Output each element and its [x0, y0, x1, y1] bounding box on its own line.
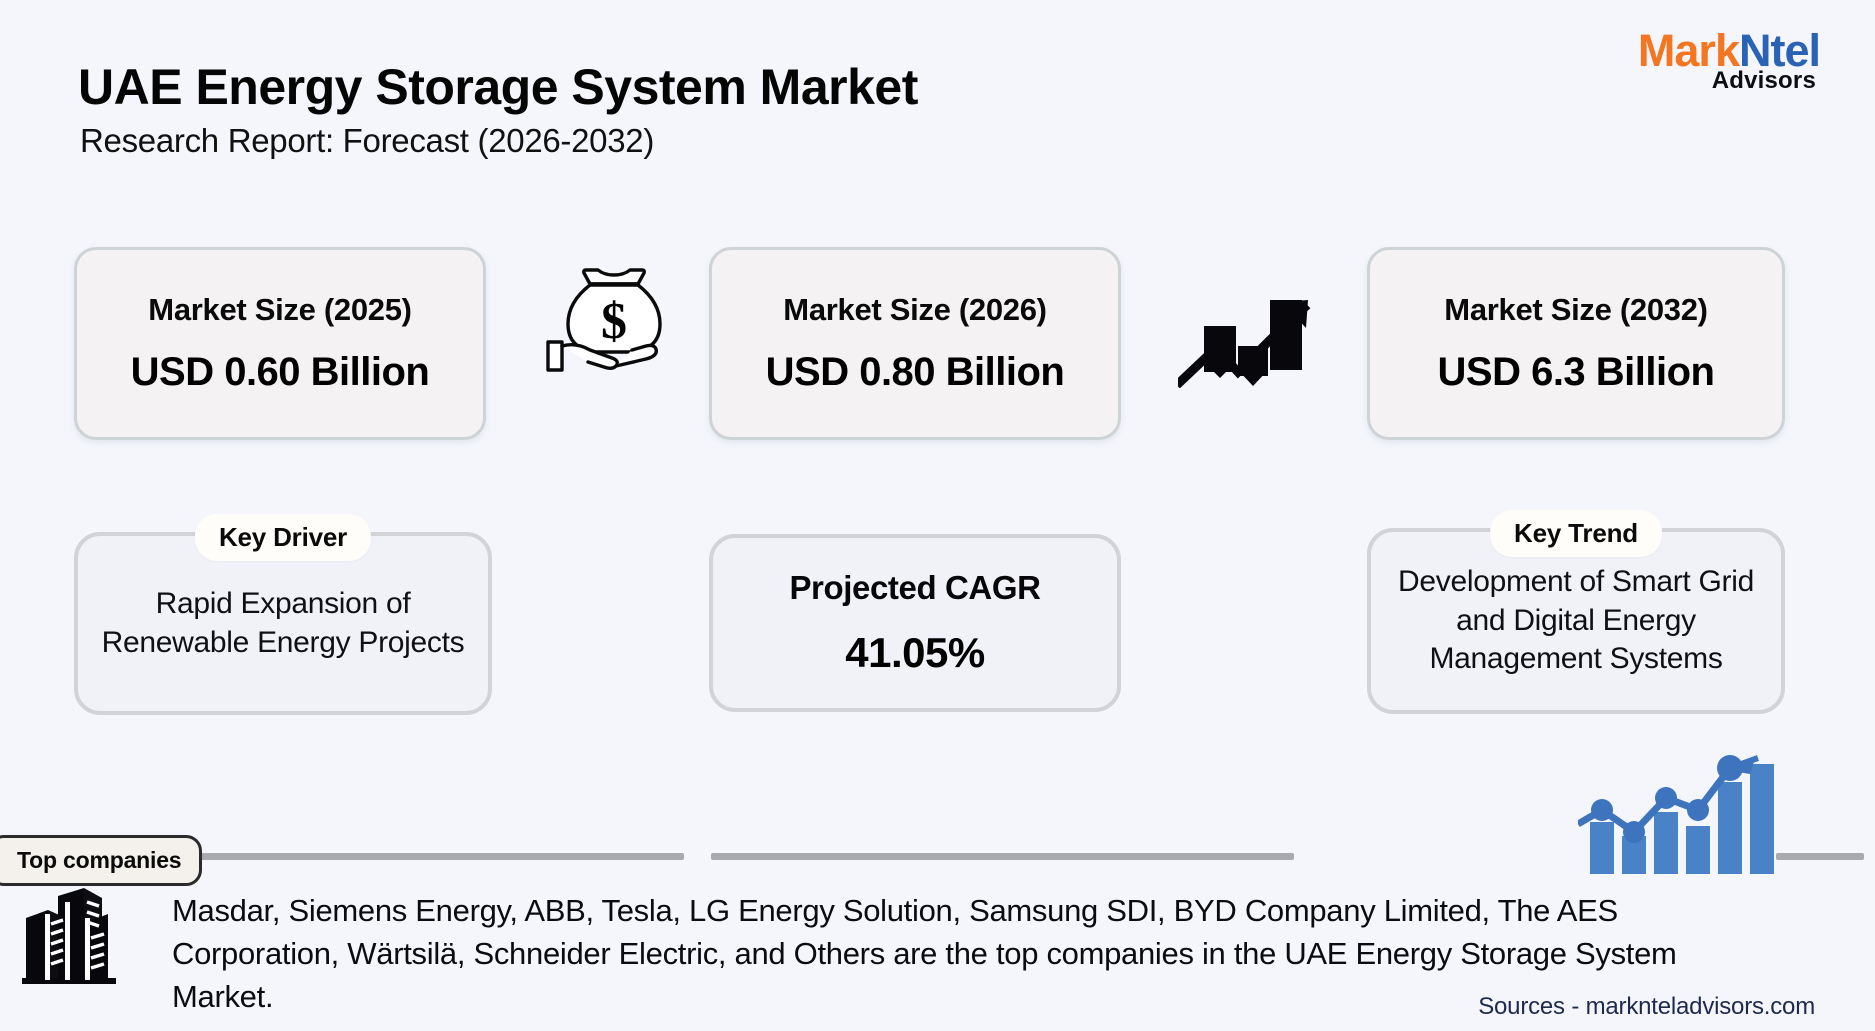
card-label: Market Size (2025) — [148, 292, 412, 327]
logo-mark-text: Mark — [1637, 25, 1740, 76]
logo-wordmark: MarkNtel — [1637, 25, 1821, 76]
key-trend-badge: Key Trend — [1490, 510, 1662, 557]
blue-bar-line-chart-icon — [1576, 748, 1778, 879]
key-trend-card: Key Trend Development of Smart Grid and … — [1367, 510, 1785, 714]
key-driver-badge: Key Driver — [194, 514, 372, 561]
key-trend-text: Development of Smart Grid and Digital En… — [1398, 565, 1754, 676]
market-size-card-2032: Market Size (2032) USD 6.3 Billion — [1367, 247, 1785, 440]
page-title: UAE Energy Storage System Market — [78, 59, 918, 115]
card-value: USD 0.60 Billion — [130, 350, 430, 394]
card-value: USD 0.80 Billion — [765, 350, 1065, 394]
cagr-value: 41.05% — [845, 629, 985, 676]
office-buildings-icon — [18, 888, 118, 989]
top-companies-text: Masdar, Siemens Energy, ABB, Tesla, LG E… — [172, 893, 1677, 1014]
page-subtitle: Research Report: Forecast (2026-2032) — [80, 122, 655, 159]
key-driver-card: Key Driver Rapid Expansion of Renewable … — [74, 514, 492, 715]
card-value: USD 6.3 Billion — [1437, 350, 1716, 394]
top-companies-badge: Top companies — [0, 835, 203, 886]
footer-divider-segment — [150, 853, 684, 860]
footer-divider-segment — [1776, 853, 1864, 860]
key-driver-text: Rapid Expansion of Renewable Energy Proj… — [101, 587, 465, 659]
money-bag-dollar-icon: $ — [546, 264, 666, 379]
card-label: Market Size (2026) — [783, 292, 1047, 327]
bar-chart-growth-arrow-icon — [1173, 296, 1320, 393]
sources-text: Sources - marknteladvisors.com — [1478, 993, 1815, 1020]
market-size-card-2025: Market Size (2025) USD 0.60 Billion — [74, 247, 486, 440]
brand-logo: MarkNtel Advisors — [1637, 25, 1821, 94]
footer-divider-segment — [711, 853, 1294, 860]
card-label: Market Size (2032) — [1444, 292, 1708, 327]
footer-divider-segment — [1206, 853, 1226, 860]
logo-ntel-text: Ntel — [1738, 25, 1821, 76]
cagr-label: Projected CAGR — [789, 569, 1041, 606]
projected-cagr-card: Projected CAGR 41.05% — [709, 534, 1121, 712]
market-size-card-2026: Market Size (2026) USD 0.80 Billion — [709, 247, 1121, 440]
logo-advisors-text: Advisors — [1711, 67, 1816, 94]
svg-text:$: $ — [601, 293, 627, 350]
